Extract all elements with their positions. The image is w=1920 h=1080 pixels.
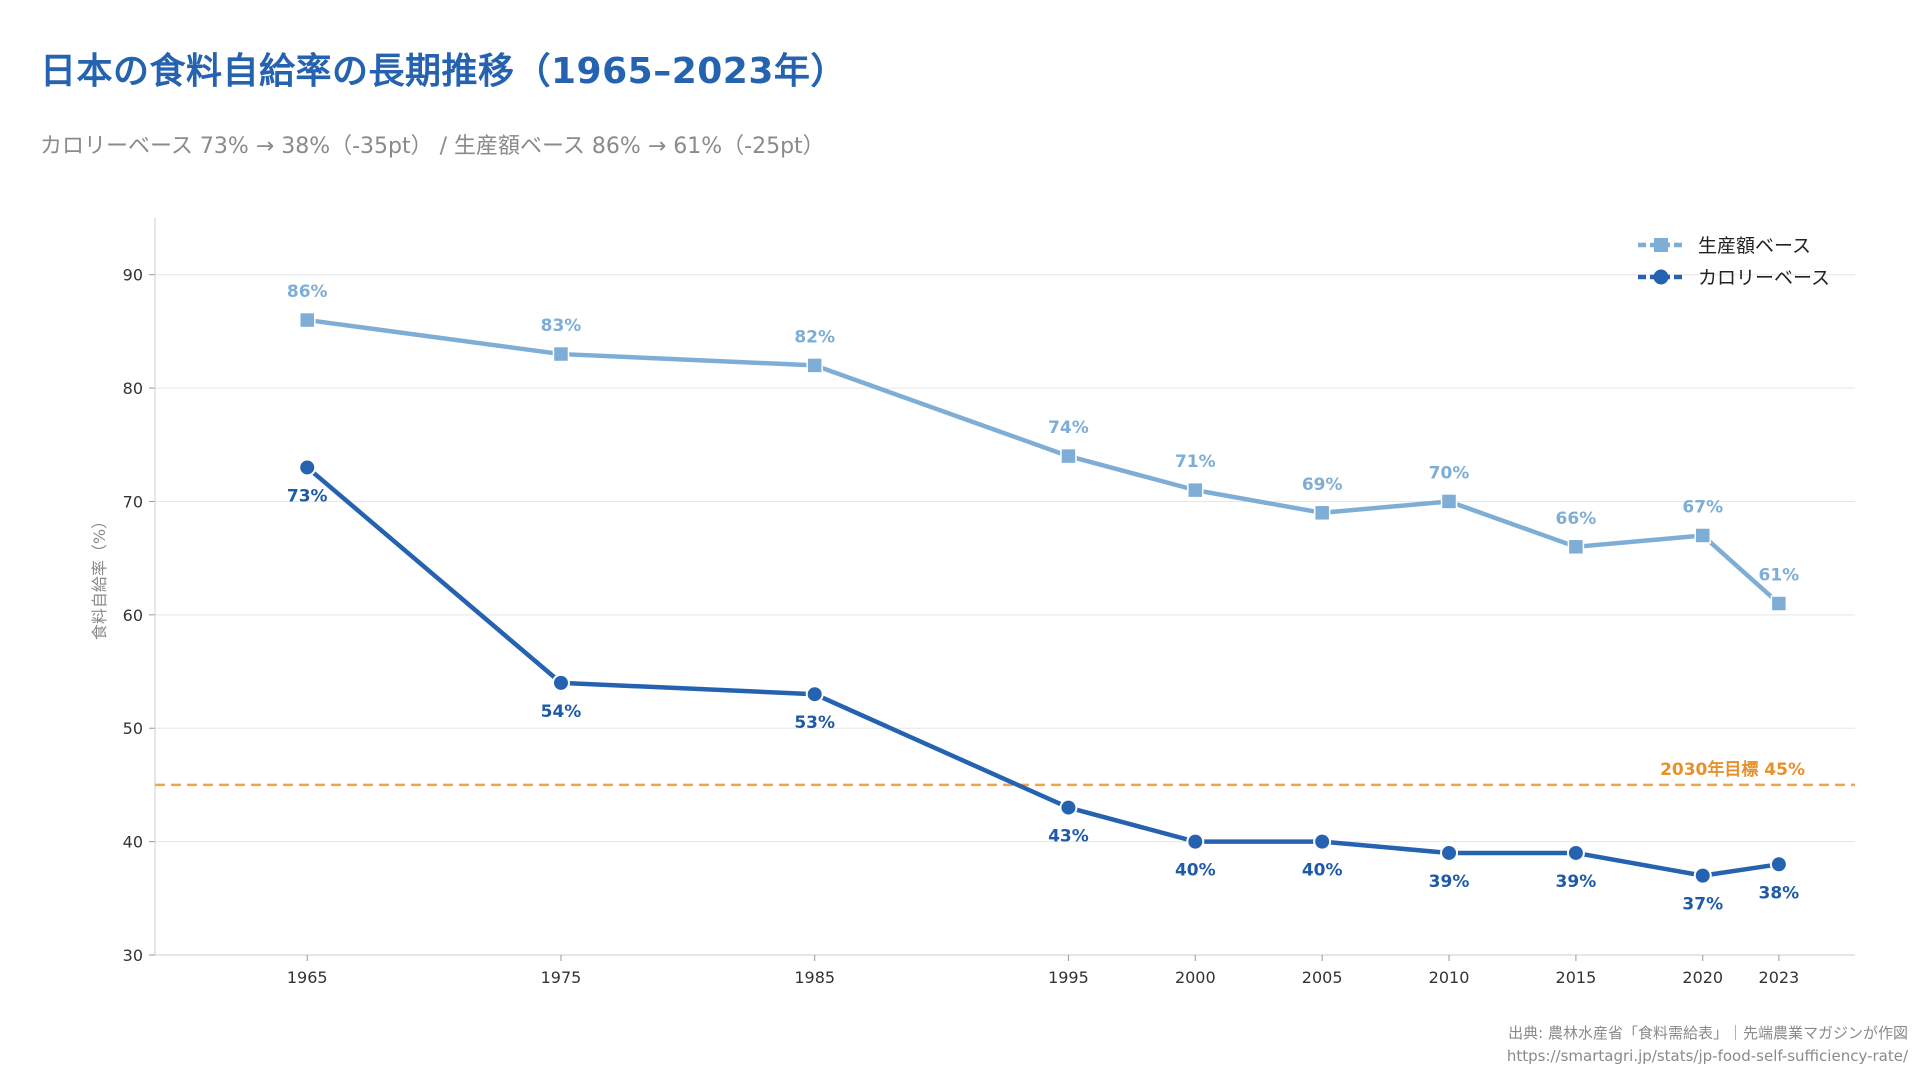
data-point-calorie [1440,843,1459,862]
data-label-calorie: 40% [1175,861,1216,881]
axes: 30 40 50 60 70 80 90 1965 1975 1985 1995 2000 2005 20… [90,218,1855,987]
data-label-production: 82% [794,327,835,347]
target-line-label: 2030年目標 45% [1660,759,1805,780]
legend-marker-production [1654,238,1668,252]
data-point-production [1567,538,1585,556]
data-point-calorie [1313,832,1332,851]
data-point-production [1060,447,1077,465]
x-tick-label: 2005 [1302,968,1343,987]
data-point-production [298,311,316,329]
x-tick-label: 2000 [1175,968,1216,987]
data-label-production: 66% [1556,509,1597,529]
data-point-production [1313,504,1331,522]
y-tick-label: 50 [123,719,143,738]
data-point-calorie [805,685,824,704]
x-tick-label: 1975 [541,968,582,987]
grid-lines [155,274,1855,843]
data-point-production [1440,493,1458,510]
data-point-calorie [298,458,317,477]
x-tick-label: 2015 [1556,968,1597,987]
data-point-calorie [1693,866,1712,885]
data-label-calorie: 38% [1759,883,1800,903]
data-point-production [1770,595,1788,612]
data-label-production: 86% [287,282,328,302]
data-point-calorie [1186,832,1205,851]
legend-label-calorie: カロリーベース [1698,267,1830,289]
series-group [298,311,1788,885]
y-tick-label: 70 [123,492,143,511]
y-axis-title: 食料自給率（%） [90,513,109,640]
y-tick-label: 40 [123,833,143,852]
x-tick-label: 2020 [1682,968,1723,987]
data-label-production: 71% [1175,452,1216,472]
source-credit: 出典: 農林水産省「食料需給表」｜先端農業マガジンが作図 [1508,1024,1908,1042]
data-label-production: 70% [1429,463,1470,483]
data-point-production [1187,481,1204,499]
data-label-production: 61% [1759,566,1800,586]
chart-subtitle: カロリーベース 73% → 38%（-35pt） / 生産額ベース 86% → … [40,134,825,159]
legend-label-production: 生産額ベース [1698,235,1811,257]
data-point-production [806,357,823,374]
x-tick-label: 2023 [1759,968,1800,987]
y-tick-label: 30 [123,946,143,965]
data-labels: 86% 83% 82% 74% 71% 69% 70% 66% 67% 61% 73% 54% 53% 4… [287,282,1799,915]
data-point-calorie [1769,855,1788,874]
legend-marker-calorie [1653,269,1669,285]
data-label-production: 69% [1302,475,1343,495]
y-tick-label: 80 [123,379,143,398]
data-label-calorie: 39% [1429,872,1470,892]
series-line-calorie [304,465,1782,878]
data-point-calorie [551,673,570,692]
x-tick-label: 1965 [287,968,328,987]
data-point-calorie [1059,798,1078,817]
target-line-group: 2030年目標 45% [155,759,1855,787]
series-line-production [304,317,1782,606]
data-point-production [1694,527,1712,544]
source-url[interactable]: https://smartagri.jp/stats/jp-food-self-… [1506,1047,1908,1065]
data-label-calorie: 54% [541,702,582,722]
data-label-calorie: 73% [287,486,328,506]
data-label-production: 83% [541,316,582,336]
data-point-production [552,345,570,363]
data-label-calorie: 39% [1556,872,1597,892]
x-tick-label: 1985 [794,968,835,987]
data-label-calorie: 37% [1682,895,1723,915]
data-label-calorie: 40% [1302,861,1343,881]
data-label-calorie: 43% [1048,827,1089,847]
data-point-calorie [1566,843,1585,862]
data-label-calorie: 53% [794,713,835,733]
x-tick-label: 2010 [1429,968,1470,987]
chart-title: 日本の食料自給率の長期推移（1965–2023年） [40,51,847,92]
x-tick-label: 1995 [1048,968,1089,987]
y-tick-label: 90 [123,266,143,285]
data-label-production: 74% [1048,418,1089,438]
y-tick-label: 60 [123,606,143,625]
data-label-production: 67% [1682,497,1723,517]
